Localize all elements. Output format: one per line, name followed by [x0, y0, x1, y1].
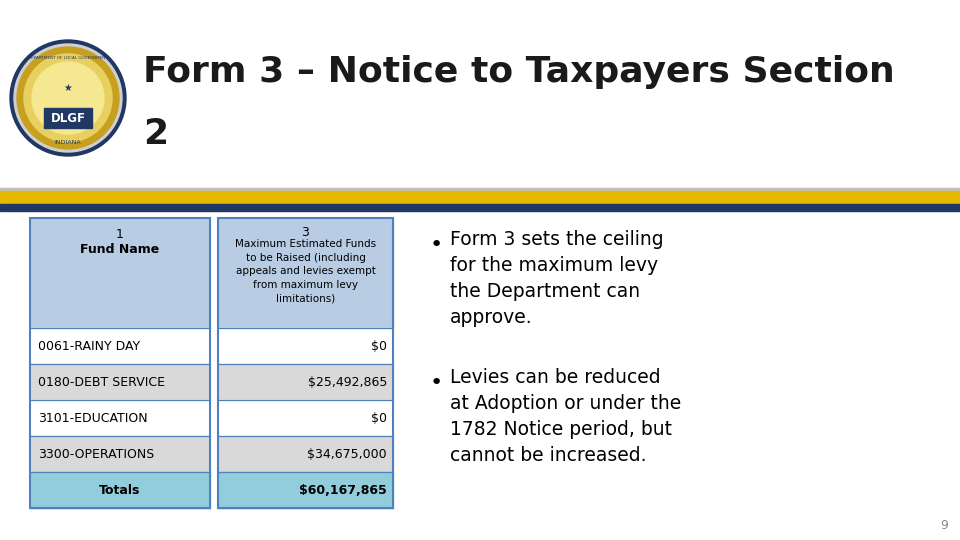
Text: the Department can: the Department can	[450, 282, 640, 301]
Bar	[218, 472, 393, 508]
Text: 0180-DEBT SERVICE: 0180-DEBT SERVICE	[38, 375, 165, 388]
Text: Maximum Estimated Funds
to be Raised (including
appeals and levies exempt
from m: Maximum Estimated Funds to be Raised (in…	[235, 239, 376, 303]
Bar	[30, 400, 210, 436]
Text: 1782 Notice period, but: 1782 Notice period, but	[450, 420, 672, 439]
Text: 9: 9	[940, 519, 948, 532]
Bar	[218, 218, 393, 508]
Bar	[0, 191, 960, 204]
Bar	[0, 188, 960, 191]
Circle shape	[14, 44, 122, 152]
Bar	[44, 108, 92, 128]
Text: 3300-OPERATIONS: 3300-OPERATIONS	[38, 448, 155, 461]
Text: at Adoption or under the: at Adoption or under the	[450, 394, 682, 413]
Circle shape	[32, 62, 104, 134]
Text: 3101-EDUCATION: 3101-EDUCATION	[38, 411, 148, 424]
Text: $60,167,865: $60,167,865	[300, 483, 387, 496]
Bar	[30, 218, 210, 328]
Text: Form 3 sets the ceiling: Form 3 sets the ceiling	[450, 230, 663, 249]
Text: •: •	[430, 373, 444, 393]
Circle shape	[24, 54, 112, 142]
Text: for the maximum levy: for the maximum levy	[450, 256, 659, 275]
Text: 2: 2	[143, 117, 168, 151]
Text: Levies can be reduced: Levies can be reduced	[450, 368, 660, 387]
Text: Form 3 – Notice to Taxpayers Section: Form 3 – Notice to Taxpayers Section	[143, 55, 895, 89]
Bar	[30, 436, 210, 472]
Text: DEPARTMENT OF LOCAL GOVERNMENT: DEPARTMENT OF LOCAL GOVERNMENT	[28, 56, 108, 60]
Text: Fund Name: Fund Name	[81, 243, 159, 256]
Text: Totals: Totals	[99, 483, 141, 496]
Bar	[218, 218, 393, 328]
Circle shape	[10, 40, 126, 156]
Bar	[30, 472, 210, 508]
Text: $25,492,865: $25,492,865	[307, 375, 387, 388]
Text: $34,675,000: $34,675,000	[307, 448, 387, 461]
Text: INDIANA: INDIANA	[55, 139, 82, 145]
Text: 0061-RAINY DAY: 0061-RAINY DAY	[38, 340, 140, 353]
Bar	[218, 328, 393, 364]
Bar	[218, 364, 393, 400]
Text: $0: $0	[371, 340, 387, 353]
Text: 3: 3	[301, 226, 309, 239]
Bar	[30, 364, 210, 400]
Bar	[0, 204, 960, 211]
Text: •: •	[430, 235, 444, 255]
Text: approve.: approve.	[450, 308, 533, 327]
Bar	[218, 436, 393, 472]
Bar	[30, 218, 210, 508]
Bar	[218, 400, 393, 436]
Text: cannot be increased.: cannot be increased.	[450, 446, 646, 465]
Circle shape	[17, 47, 119, 149]
Bar	[30, 328, 210, 364]
Text: ★: ★	[63, 83, 72, 93]
Text: $0: $0	[371, 411, 387, 424]
Text: 1: 1	[116, 228, 124, 241]
Text: DLGF: DLGF	[51, 112, 85, 125]
